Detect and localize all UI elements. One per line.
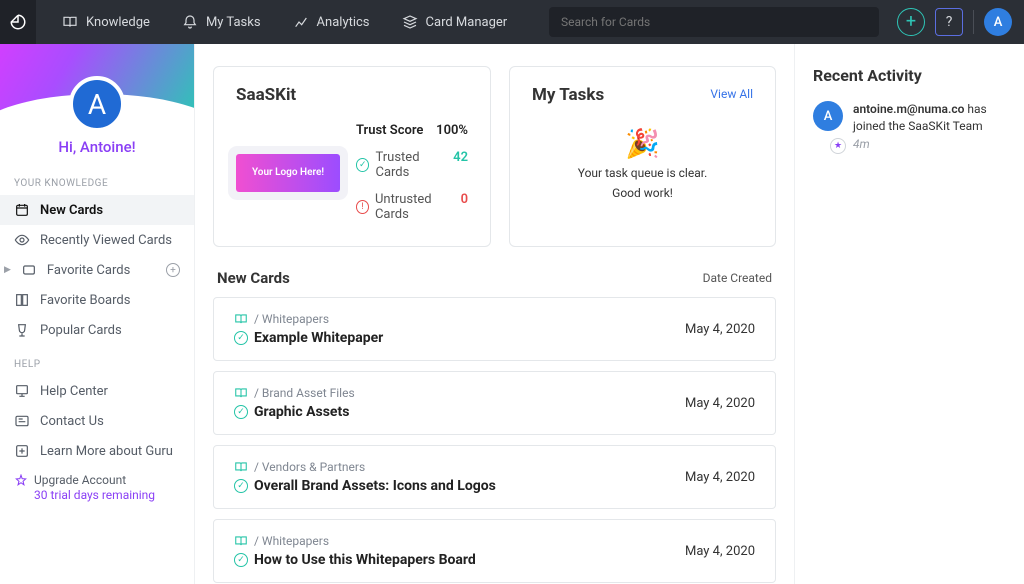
sort-control[interactable]: Date Created [703, 271, 772, 285]
untrusted-label: Untrusted Cards [375, 192, 461, 222]
greeting-text: Hi, Antoine! [58, 138, 135, 156]
sidebar-label: Learn More about Guru [40, 444, 173, 459]
untrusted-count: 0 [461, 192, 468, 222]
card-date: May 4, 2020 [685, 322, 755, 337]
nav-analytics[interactable]: Analytics [279, 6, 384, 38]
card-date: May 4, 2020 [685, 470, 755, 485]
sidebar: A Hi, Antoine! YOUR KNOWLEDGE New Cards … [0, 44, 195, 584]
sidebar-item-upgrade[interactable]: Upgrade Account 30 trial days remaining [0, 466, 194, 509]
main-content: SaaSKit Your Logo Here! Trust Score 100%… [195, 44, 794, 584]
check-icon: ✓ [356, 158, 369, 172]
card-title: Overall Brand Assets: Icons and Logos [254, 478, 496, 494]
logo-placeholder: Your Logo Here! [236, 154, 340, 192]
saaskit-title: SaaSKit [236, 85, 468, 105]
add-fav-icon[interactable]: + [166, 263, 180, 277]
tasks-line1: Your task queue is clear. [532, 166, 753, 180]
card-crumb: / Whitepapers [234, 534, 476, 548]
warn-icon: ! [356, 200, 369, 214]
activity-badge-icon: ★ [830, 138, 846, 154]
sidebar-item-popular[interactable]: Popular Cards [0, 315, 194, 345]
trust-score-value: 100% [436, 123, 468, 138]
card-item[interactable]: / Whitepapers ✓ Example Whitepaper May 4,… [213, 297, 776, 361]
expand-icon[interactable]: ▶ [4, 265, 11, 275]
check-icon: ✓ [234, 331, 248, 345]
activity-text: antoine.m@numa.co has joined the SaaSKit… [853, 101, 1006, 135]
sidebar-item-favboards[interactable]: Favorite Boards [0, 285, 194, 315]
user-avatar[interactable]: A [984, 8, 1012, 36]
sidebar-item-recent[interactable]: Recently Viewed Cards [0, 225, 194, 255]
trusted-count: 42 [453, 150, 468, 180]
sidebar-hero: A Hi, Antoine! [0, 44, 194, 164]
nav-knowledge[interactable]: Knowledge [48, 6, 164, 38]
mytasks-panel: My Tasks View All 🎉 Your task queue is c… [509, 66, 776, 247]
trust-score-label: Trust Score [356, 123, 423, 138]
help-button[interactable]: ? [935, 8, 963, 36]
newcards-heading: New Cards [217, 269, 290, 287]
nav-mytasks[interactable]: My Tasks [168, 6, 275, 38]
search-input[interactable] [549, 7, 879, 37]
upgrade-title: Upgrade Account [34, 473, 126, 487]
activity-time: 4m [853, 137, 1006, 151]
nav-analytics-label: Analytics [317, 15, 370, 30]
divider [973, 10, 974, 34]
card-item[interactable]: / Vendors & Partners ✓ Overall Brand Asse… [213, 445, 776, 509]
card-crumb: / Brand Asset Files [234, 386, 355, 400]
sidebar-label: Contact Us [40, 414, 104, 429]
sidebar-label: Favorite Cards [47, 263, 130, 278]
check-icon: ✓ [234, 479, 248, 493]
sidebar-item-contact[interactable]: Contact Us [0, 406, 194, 436]
card-crumb: / Vendors & Partners [234, 460, 496, 474]
sidebar-item-learn[interactable]: Learn More about Guru [0, 436, 194, 466]
sidebar-label: New Cards [40, 203, 103, 218]
top-nav: Knowledge My Tasks Analytics Card Manage… [0, 0, 1024, 44]
card-crumb: / Whitepapers [234, 312, 383, 326]
view-all-link[interactable]: View All [710, 87, 753, 101]
nav-mytasks-label: My Tasks [206, 15, 261, 30]
activity-rail: Recent Activity A ★ antoine.m@numa.co ha… [794, 44, 1024, 584]
sidebar-label: Recently Viewed Cards [40, 233, 172, 248]
add-button[interactable]: + [897, 8, 925, 36]
nav-cardmanager-label: Card Manager [426, 15, 508, 30]
party-icon: 🎉 [532, 127, 753, 160]
activity-item[interactable]: A ★ antoine.m@numa.co has joined the Saa… [813, 101, 1006, 151]
trusted-label: Trusted Cards [375, 150, 453, 180]
section-help: HELP [0, 345, 194, 376]
check-icon: ✓ [234, 405, 248, 419]
card-date: May 4, 2020 [685, 544, 755, 559]
section-your-knowledge: YOUR KNOWLEDGE [0, 164, 194, 195]
sidebar-label: Popular Cards [40, 323, 122, 338]
sidebar-item-newcards[interactable]: New Cards [0, 195, 194, 225]
check-icon: ✓ [234, 553, 248, 567]
profile-avatar[interactable]: A [69, 76, 125, 132]
saaskit-panel: SaaSKit Your Logo Here! Trust Score 100%… [213, 66, 491, 247]
card-title: Graphic Assets [254, 404, 349, 420]
card-item[interactable]: / Brand Asset Files ✓ Graphic Assets May … [213, 371, 776, 435]
sidebar-item-favcards[interactable]: ▶ Favorite Cards + [0, 255, 194, 285]
sidebar-label: Help Center [40, 384, 108, 399]
sidebar-label: Favorite Boards [40, 293, 130, 308]
nav-knowledge-label: Knowledge [86, 15, 150, 30]
cards-list: / Whitepapers ✓ Example Whitepaper May 4,… [213, 297, 776, 584]
app-logo[interactable] [0, 0, 36, 44]
activity-heading: Recent Activity [813, 66, 1006, 85]
upgrade-sub: 30 trial days remaining [34, 488, 155, 502]
nav-cardmanager[interactable]: Card Manager [388, 6, 522, 38]
sidebar-item-helpcenter[interactable]: Help Center [0, 376, 194, 406]
tasks-line2: Good work! [532, 186, 753, 200]
card-item[interactable]: / Whitepapers ✓ How to Use this Whitepape… [213, 519, 776, 583]
card-title: How to Use this Whitepapers Board [254, 552, 476, 568]
activity-avatar: A [813, 101, 843, 131]
card-title: Example Whitepaper [254, 330, 383, 346]
card-date: May 4, 2020 [685, 396, 755, 411]
